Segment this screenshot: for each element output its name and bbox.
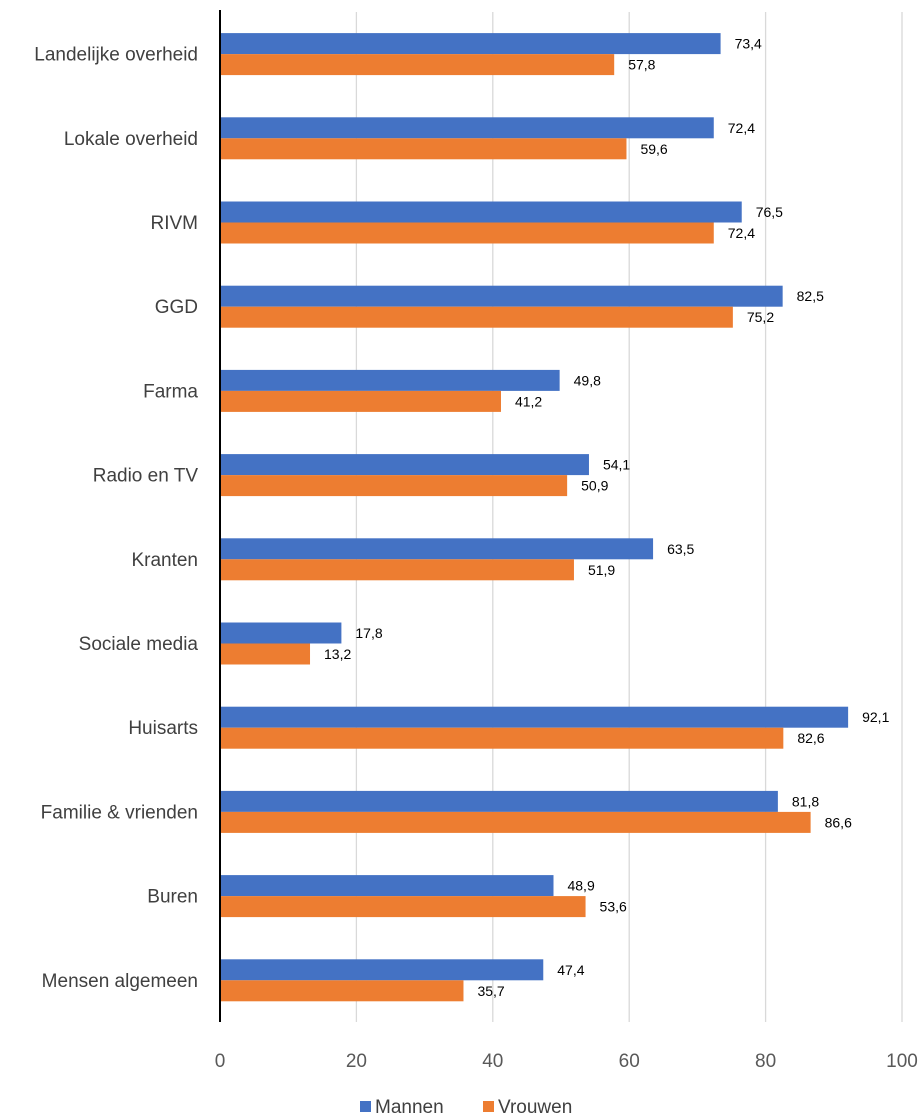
data-label-mannen-sociale-media: 17,8 (355, 625, 382, 641)
category-label-sociale-media: Sociale media (79, 634, 199, 655)
data-label-mannen-familie-and-vrienden: 81,8 (792, 793, 819, 809)
bar-mannen-huisarts (220, 706, 849, 728)
category-label-mensen-algemeen: Mensen algemeen (42, 971, 198, 992)
category-label-lokale-overheid: Lokale overheid (64, 129, 198, 150)
x-tick-label-80: 80 (755, 1051, 776, 1072)
bar-mannen-rivm (220, 201, 742, 223)
data-label-mannen-lokale-overheid: 72,4 (728, 120, 755, 136)
data-label-vrouwen-buren: 53,6 (600, 899, 627, 915)
bar-vrouwen-mensen-algemeen (220, 980, 464, 1002)
bar-mannen-kranten (220, 538, 654, 560)
bar-vrouwen-buren (220, 896, 586, 918)
category-label-landelijke-overheid: Landelijke overheid (34, 45, 198, 66)
data-label-vrouwen-lokale-overheid: 59,6 (640, 141, 667, 157)
bar-mannen-lokale-overheid (220, 117, 714, 139)
data-label-mannen-buren: 48,9 (567, 878, 594, 894)
data-label-vrouwen-huisarts: 82,6 (797, 730, 824, 746)
x-tick-label-20: 20 (346, 1051, 367, 1072)
bar-mannen-buren (220, 875, 554, 897)
bar-mannen-ggd (220, 285, 783, 307)
data-labels: 73,457,872,459,676,572,482,575,249,841,2… (324, 36, 890, 999)
bar-vrouwen-lokale-overheid (220, 138, 627, 160)
data-label-mannen-radio-en-tv: 54,1 (603, 457, 630, 473)
category-label-ggd: GGD (155, 297, 198, 318)
bar-mannen-sociale-media (220, 622, 342, 644)
data-label-mannen-kranten: 63,5 (667, 541, 694, 557)
category-label-farma: Farma (143, 381, 198, 402)
x-tick-label-0: 0 (215, 1051, 226, 1072)
bar-mannen-mensen-algemeen (220, 959, 544, 981)
bar-vrouwen-kranten (220, 559, 574, 581)
bar-mannen-farma (220, 369, 560, 391)
data-label-vrouwen-radio-en-tv: 50,9 (581, 478, 608, 494)
data-label-vrouwen-mensen-algemeen: 35,7 (477, 983, 504, 999)
data-label-vrouwen-farma: 41,2 (515, 393, 542, 409)
category-label-radio-en-tv: Radio en TV (93, 466, 199, 487)
data-label-mannen-rivm: 76,5 (756, 204, 783, 220)
data-label-mannen-mensen-algemeen: 47,4 (557, 962, 584, 978)
legend-label-vrouwen: Vrouwen (498, 1097, 572, 1118)
legend: Mannen Vrouwen (360, 1097, 572, 1118)
x-tick-label-100: 100 (886, 1051, 918, 1072)
bar-vrouwen-huisarts (220, 727, 784, 749)
bar-vrouwen-ggd (220, 306, 733, 328)
x-tick-labels: 0 20 40 60 80 100 (215, 1051, 918, 1072)
category-label-familie-and-vrienden: Familie & vrienden (41, 802, 198, 823)
x-tick-label-60: 60 (619, 1051, 640, 1072)
bar-mannen-radio-en-tv (220, 454, 589, 476)
data-label-mannen-ggd: 82,5 (797, 288, 824, 304)
category-label-buren: Buren (147, 887, 198, 908)
data-label-vrouwen-ggd: 75,2 (747, 309, 774, 325)
bar-vrouwen-sociale-media (220, 643, 311, 665)
legend-swatch-vrouwen (483, 1101, 494, 1112)
bar-vrouwen-rivm (220, 222, 714, 244)
bar-mannen-landelijke-overheid (220, 33, 721, 55)
bar-vrouwen-farma (220, 390, 501, 412)
bar-vrouwen-landelijke-overheid (220, 54, 615, 76)
bar-mannen-familie-and-vrienden (220, 790, 778, 812)
data-label-mannen-huisarts: 92,1 (862, 709, 889, 725)
data-label-vrouwen-kranten: 51,9 (588, 562, 615, 578)
legend-swatch-mannen (360, 1101, 371, 1112)
x-tick-label-40: 40 (482, 1051, 503, 1072)
legend-label-mannen: Mannen (375, 1097, 444, 1118)
data-label-vrouwen-landelijke-overheid: 57,8 (628, 57, 655, 73)
category-label-huisarts: Huisarts (128, 718, 198, 739)
bars (220, 33, 849, 1002)
data-label-vrouwen-familie-and-vrienden: 86,6 (825, 814, 852, 830)
data-label-mannen-farma: 49,8 (574, 372, 601, 388)
bar-vrouwen-radio-en-tv (220, 475, 568, 497)
category-label-kranten: Kranten (131, 550, 198, 571)
category-labels: Landelijke overheid Lokale overheid RIVM GG… (34, 45, 198, 992)
data-label-vrouwen-rivm: 72,4 (728, 225, 755, 241)
data-label-vrouwen-sociale-media: 13,2 (324, 646, 351, 662)
category-label-rivm: RIVM (151, 213, 199, 234)
data-label-mannen-landelijke-overheid: 73,4 (735, 36, 762, 52)
bar-vrouwen-familie-and-vrienden (220, 811, 811, 833)
gridlines (355, 12, 903, 1022)
